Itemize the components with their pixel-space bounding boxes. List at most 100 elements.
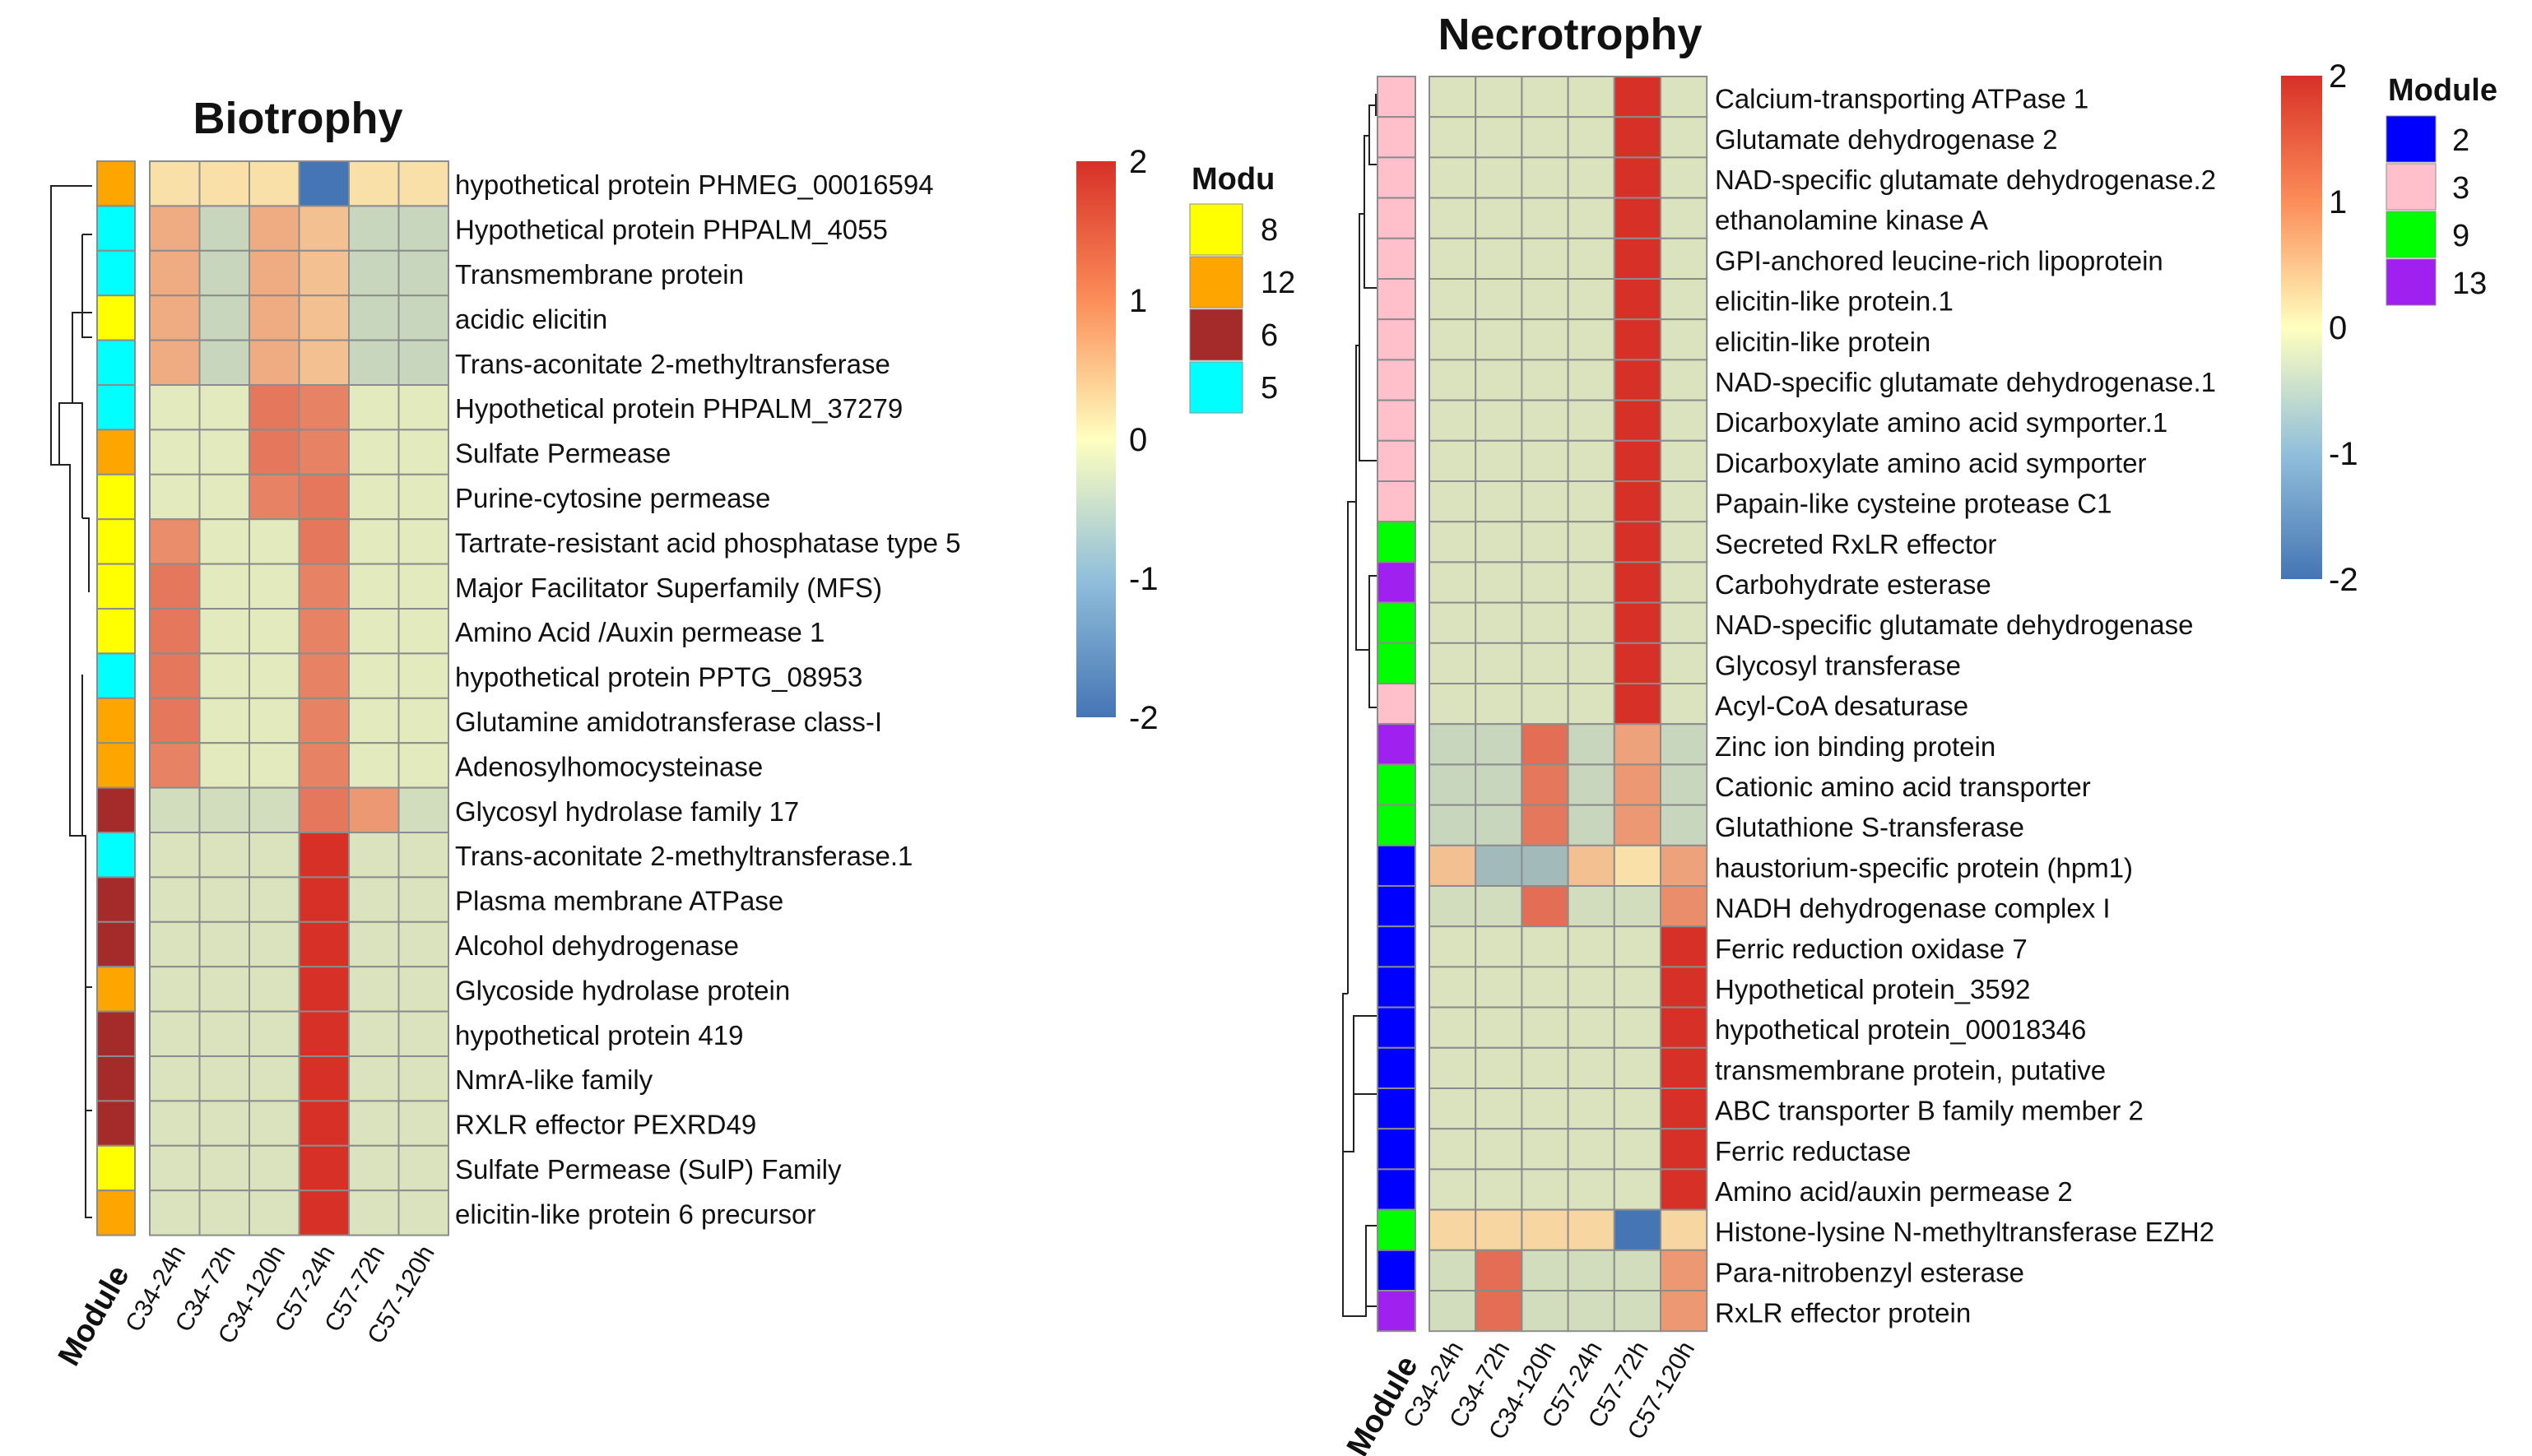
biotrophy-heatmap-cell	[149, 473, 201, 521]
necrotrophy-heatmap-cell	[1521, 601, 1569, 644]
biotrophy-heatmap-cell	[348, 563, 400, 610]
biotrophy-heatmap-cell	[249, 786, 300, 833]
necrotrophy-heatmap-cell	[1429, 1046, 1477, 1090]
biotrophy-module-cell	[96, 876, 136, 923]
necrotrophy-heatmap-cell	[1567, 1290, 1615, 1333]
biotrophy-heatmap-cell	[397, 608, 449, 655]
biotrophy-heatmap-cell	[198, 1189, 250, 1236]
necrotrophy-row-label: Para-nitrobenzyl esterase	[1715, 1257, 2024, 1287]
necrotrophy-row-label: GPI-anchored leucine-rich lipoprotein	[1715, 245, 2163, 276]
biotrophy-module-cell	[96, 966, 136, 1013]
necrotrophy-heatmap-cell	[1567, 1168, 1615, 1211]
necrotrophy-heatmap-cell	[1567, 318, 1615, 361]
necrotrophy-heatmap-cell	[1660, 1290, 1708, 1333]
necrotrophy-row-dendrogram	[1342, 94, 1387, 1317]
necrotrophy-heatmap-cell	[1660, 156, 1708, 199]
biotrophy-heatmap-cell	[198, 249, 250, 297]
necrotrophy-heatmap-cell	[1475, 1249, 1523, 1292]
biotrophy-heatmap-cell	[249, 832, 300, 879]
biotrophy-heatmap-cell	[298, 429, 350, 475]
necrotrophy-row-label: Glycosyl transferase	[1715, 650, 1961, 680]
necrotrophy-heatmap-cell	[1613, 1128, 1662, 1171]
necrotrophy-heatmap-cell	[1613, 925, 1662, 968]
necrotrophy-heatmap-cell	[1660, 1168, 1708, 1211]
necrotrophy-heatmap-cell	[1613, 521, 1662, 563]
biotrophy-heatmap-cell	[198, 1100, 250, 1147]
biotrophy-legend-swatch	[1189, 361, 1243, 414]
necrotrophy-heatmap-cell	[1429, 1087, 1477, 1130]
biotrophy-heatmap-cell	[198, 160, 250, 207]
biotrophy-heatmap-cell	[198, 205, 250, 252]
biotrophy-heatmap-cells	[149, 160, 449, 1236]
biotrophy-heatmap-cell	[397, 876, 449, 923]
biotrophy-heatmap-cell	[298, 1189, 350, 1236]
biotrophy-legend-label: 6	[1261, 318, 1278, 353]
necrotrophy-module-cell	[1377, 1128, 1416, 1171]
necrotrophy-module-cell	[1377, 197, 1416, 239]
necrotrophy-heatmap-cell	[1475, 278, 1523, 321]
biotrophy-heatmap-cell	[348, 832, 400, 879]
biotrophy-heatmap-cell	[149, 339, 201, 387]
necrotrophy-heatmap-cell	[1660, 925, 1708, 968]
necrotrophy-heatmap-cell	[1429, 278, 1477, 321]
biotrophy-heatmap-cell	[348, 473, 400, 521]
necrotrophy-module-cell	[1377, 359, 1416, 401]
necrotrophy-heatmap-cell	[1567, 844, 1615, 888]
biotrophy-heatmap-cell	[348, 1055, 400, 1102]
necrotrophy-heatmap-cell	[1475, 359, 1523, 401]
necrotrophy-heatmap-cell	[1660, 1249, 1708, 1292]
necrotrophy-row-label: RxLR effector protein	[1715, 1298, 1971, 1328]
biotrophy-heatmap-cell	[397, 920, 449, 968]
necrotrophy-heatmap-cell	[1475, 804, 1523, 846]
necrotrophy-heatmap-cell	[1660, 642, 1708, 684]
necrotrophy-heatmap-cell	[1567, 1249, 1615, 1292]
necrotrophy-heatmap-cell	[1567, 642, 1615, 684]
necrotrophy-heatmap-cell	[1429, 885, 1477, 928]
necrotrophy-module-cell	[1377, 521, 1416, 563]
necrotrophy-heatmap-cell	[1660, 237, 1708, 280]
biotrophy-heatmap-cell	[249, 652, 300, 699]
necrotrophy-heatmap-cell	[1613, 399, 1662, 442]
necrotrophy-heatmap-cell	[1521, 1208, 1569, 1251]
necrotrophy-heatmap-cell	[1521, 1128, 1569, 1171]
necrotrophy-row-label: haustorium-specific protein (hpm1)	[1715, 852, 2133, 883]
necrotrophy-heatmap-cells	[1429, 76, 1708, 1333]
necrotrophy-heatmap-cell	[1613, 804, 1662, 846]
necrotrophy-legend-label: 2	[2452, 123, 2469, 158]
biotrophy-heatmap-cell	[149, 429, 201, 475]
necrotrophy-heatmap-cell	[1475, 76, 1523, 118]
biotrophy-heatmap-cell	[397, 518, 449, 565]
necrotrophy-module-cell	[1377, 237, 1416, 280]
necrotrophy-heatmap-cell	[1429, 76, 1477, 118]
biotrophy-scale-tick-label: 2	[1129, 144, 1147, 180]
biotrophy-heatmap-cell	[348, 608, 400, 655]
biotrophy-legend-swatch	[1189, 256, 1243, 308]
biotrophy-heatmap-cell	[249, 160, 300, 207]
necrotrophy-heatmap-cell	[1660, 318, 1708, 361]
necrotrophy-heatmap-cell	[1613, 844, 1662, 888]
biotrophy-heatmap-cell	[198, 876, 250, 923]
biotrophy-heatmap-cell	[198, 473, 250, 521]
necrotrophy-heatmap-cell	[1475, 925, 1523, 968]
necrotrophy-heatmap-cell	[1613, 1046, 1662, 1090]
biotrophy-heatmap-cell	[149, 384, 201, 431]
biotrophy-row-label: RXLR effector PEXRD49	[455, 1110, 756, 1140]
biotrophy-row-labels: hypothetical protein PHMEG_00016594 Hypot…	[455, 169, 961, 1229]
biotrophy-heatmap-cell	[298, 876, 350, 923]
biotrophy-heatmap-cell	[298, 473, 350, 521]
biotrophy-module-legend: Modu 8 12 6 5	[1189, 162, 1295, 414]
biotrophy-heatmap-cell	[198, 786, 250, 833]
biotrophy-row-label: Plasma membrane ATPase	[455, 886, 783, 916]
biotrophy-heatmap-cell	[198, 1144, 250, 1192]
biotrophy-heatmap-cell	[149, 1010, 201, 1057]
necrotrophy-heatmap-cell	[1660, 1087, 1708, 1130]
necrotrophy-heatmap-cell	[1613, 1208, 1662, 1251]
necrotrophy-row-label: Acyl-CoA desaturase	[1715, 691, 1968, 721]
biotrophy-heatmap-cell	[249, 1144, 300, 1192]
biotrophy-heatmap-cell	[397, 384, 449, 431]
necrotrophy-heatmap-cell	[1567, 1046, 1615, 1090]
necrotrophy-heatmap-cell	[1613, 601, 1662, 644]
biotrophy-heatmap-cell	[249, 294, 300, 341]
biotrophy-heatmap-cell	[348, 1144, 400, 1192]
biotrophy-color-scale-bar	[1076, 161, 1116, 717]
